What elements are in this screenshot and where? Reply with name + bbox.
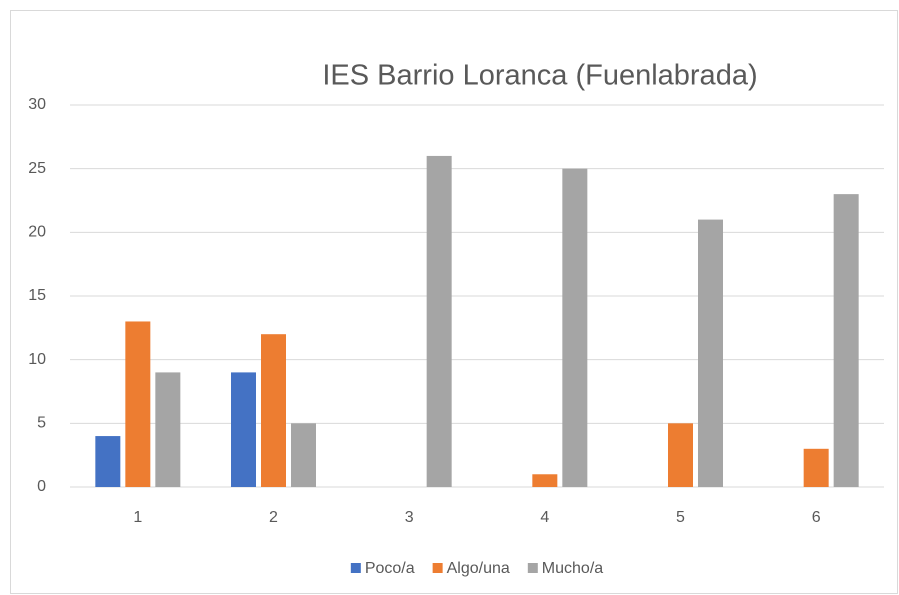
bar xyxy=(803,448,829,487)
bar xyxy=(698,219,723,487)
bar xyxy=(231,372,256,487)
legend-swatch xyxy=(432,563,443,573)
bar xyxy=(261,334,286,487)
x-tick-label: 5 xyxy=(676,509,685,526)
bar xyxy=(426,155,452,487)
legend-swatch xyxy=(350,563,361,573)
y-tick-label: 20 xyxy=(28,224,46,241)
x-tick-label: 1 xyxy=(133,509,142,526)
bar xyxy=(833,194,859,487)
legend-label: Poco/a xyxy=(365,560,415,577)
chart-title: IES Barrio Loranca (Fuenlabrada) xyxy=(322,60,757,92)
bar xyxy=(562,168,588,487)
bar xyxy=(95,436,121,487)
chart-frame xyxy=(10,10,898,594)
legend-label: Mucho/a xyxy=(542,560,603,577)
bar xyxy=(668,423,693,487)
bar xyxy=(291,423,316,487)
y-tick-label: 10 xyxy=(28,351,46,368)
y-tick-label: 30 xyxy=(28,96,46,113)
y-tick-label: 25 xyxy=(28,160,46,177)
y-tick-label: 5 xyxy=(37,415,46,432)
x-tick-label: 3 xyxy=(405,509,414,526)
legend-swatch xyxy=(527,563,538,573)
legend-label: Algo/una xyxy=(447,560,510,577)
x-tick-label: 6 xyxy=(812,509,821,526)
x-tick-label: 2 xyxy=(269,509,278,526)
y-tick-label: 15 xyxy=(28,287,46,304)
bar xyxy=(532,474,558,487)
y-tick-label: 0 xyxy=(37,478,46,495)
bar xyxy=(155,372,181,487)
x-tick-label: 4 xyxy=(540,509,549,526)
bar xyxy=(125,321,151,487)
